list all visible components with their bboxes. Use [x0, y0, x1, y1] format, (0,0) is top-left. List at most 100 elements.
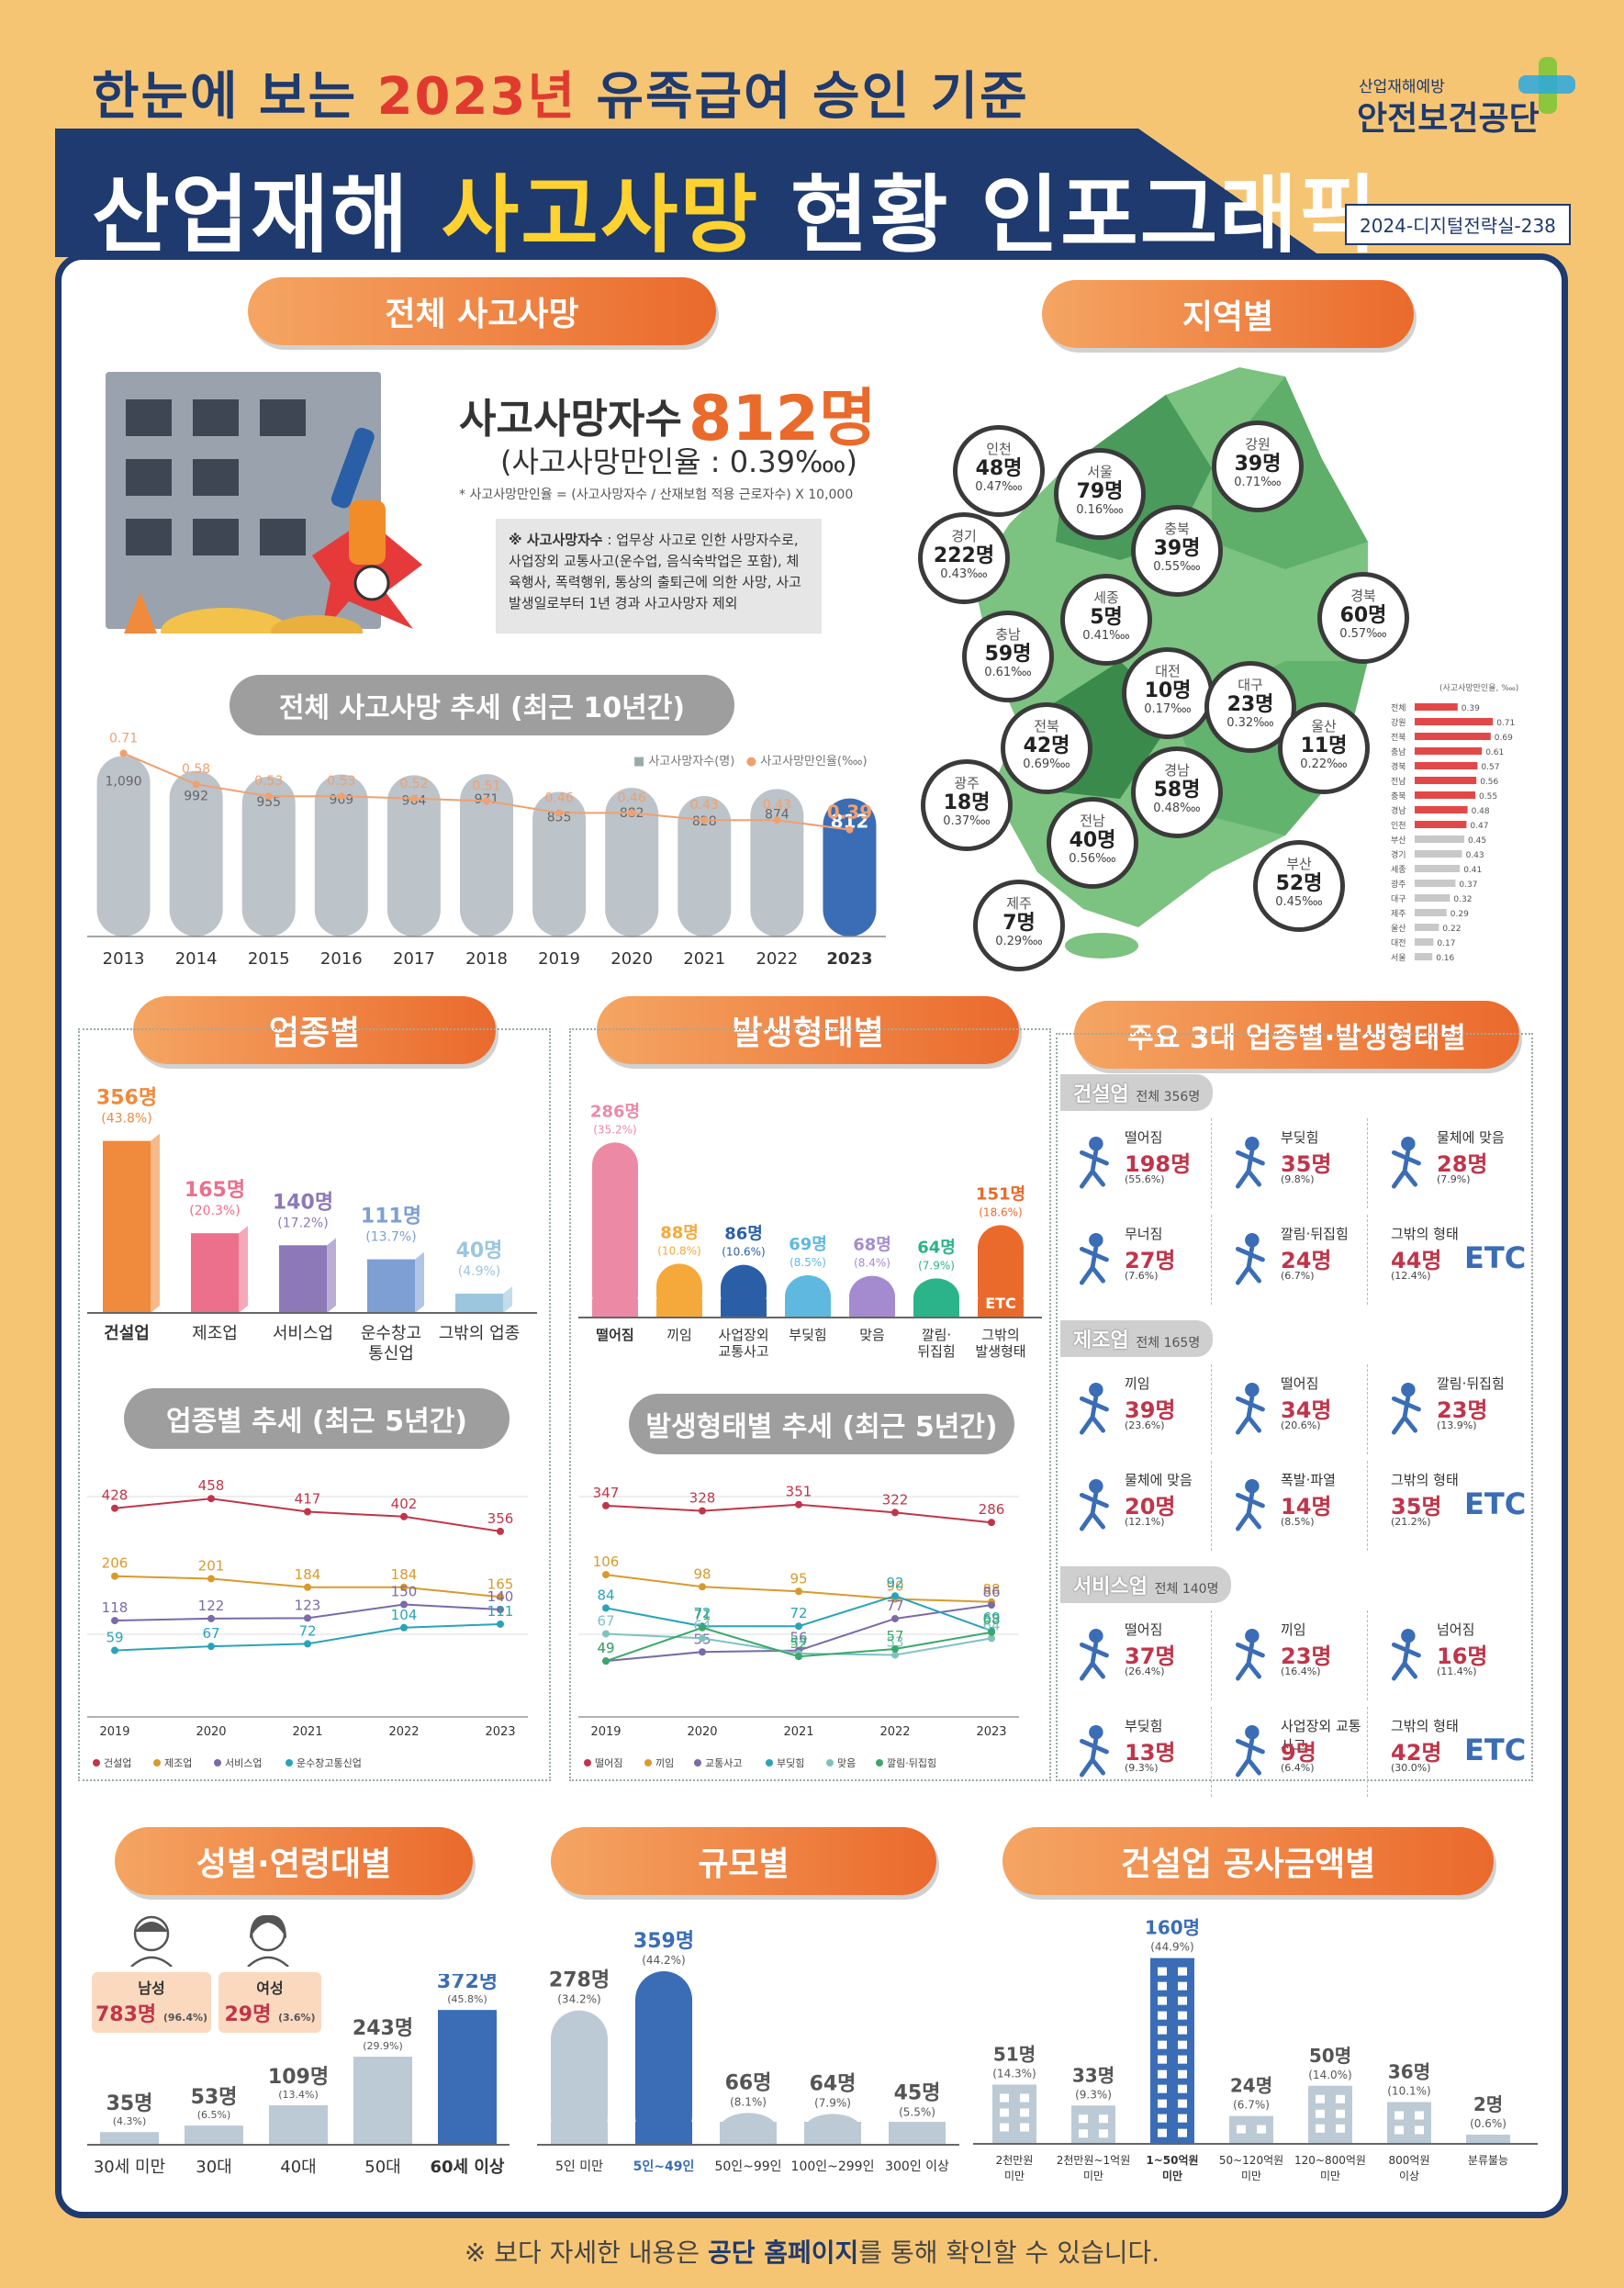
size-category-label: 5인~49인 [633, 2159, 695, 2174]
amount-building-window [1158, 2011, 1167, 2020]
industry-trend-value-label: 67 [202, 1625, 219, 1642]
amount-building-window [1099, 2129, 1108, 2138]
trend10-rate-point [192, 780, 200, 789]
type-trend-x-label: 2023 [976, 1725, 1006, 1739]
top3-item: 떨어짐 37명 (26.4%) [1060, 1610, 1212, 1700]
type-trend-point [988, 1634, 995, 1643]
trend10-year-label: 2022 [756, 949, 798, 964]
amount-building-window [1415, 2125, 1424, 2135]
trend10-rate-label: 0.43 [690, 798, 719, 813]
amount-building-window [1178, 2025, 1187, 2035]
trend10-rate-point [628, 809, 636, 817]
industry-trend-legend-label: 서비스업 [225, 1757, 262, 1769]
type-trend-point [988, 1628, 995, 1636]
top3-item-value: 39명 [1125, 1397, 1176, 1423]
amount-building-window [1316, 2124, 1325, 2133]
type-trend-point [795, 1653, 802, 1661]
type-category-label: 깔림· [922, 1327, 951, 1343]
type-category-label: 발생형태 [975, 1343, 1025, 1360]
type-trend-value-label: 90 [886, 1578, 903, 1595]
top3-item-pct: (21.2%) [1391, 1516, 1431, 1528]
size-pct-label: (44.2%) [642, 1954, 685, 1967]
top3-item-name: 폭발·파열 [1281, 1472, 1336, 1488]
top3-item: 무너짐 27명 (7.6%) [1060, 1215, 1212, 1305]
type-trend-value-label: 98 [693, 1565, 711, 1582]
type-value-label: 151명 [976, 1184, 1025, 1204]
trend10-rate-point [337, 792, 345, 801]
region-seoul: 서울 79명 0.16‱ [1054, 448, 1146, 540]
type-trend-value-label: 64 [982, 1617, 1000, 1633]
size-bar-base [635, 2122, 692, 2145]
total-rate: (사고사망만인율 : 0.39‱) [500, 444, 857, 479]
top3-item-value: 35명 [1391, 1494, 1442, 1520]
top3-item-name: 그밖의 형태 [1391, 1472, 1459, 1488]
amount-building-window [1020, 2093, 1029, 2103]
top3-item-name: 물체에 맞음 [1437, 1129, 1505, 1146]
region-rank-name: 전북 [1391, 733, 1406, 743]
trend10-year-label: 2015 [248, 949, 290, 964]
amount-building-window [1158, 2040, 1167, 2049]
type-pct-label: (10.8%) [657, 1244, 700, 1257]
type-category-label: 맞음 [859, 1327, 885, 1343]
female-stat: 여성 29명 (3.6%) [218, 1972, 321, 2033]
top3-item-pct: (12.1%) [1125, 1516, 1165, 1528]
amount-category-label: 분류불능 [1468, 2154, 1508, 2167]
top3-item-name: 떨어짐 [1125, 1129, 1163, 1146]
amount-category-label: 1~50억원 [1146, 2154, 1198, 2167]
type-trend-x-label: 2022 [879, 1725, 910, 1739]
top3-item-value: 34명 [1281, 1397, 1332, 1423]
industry-trend-x-label: 2023 [485, 1725, 515, 1739]
trend10-bar-label: 874 [765, 807, 790, 822]
top3-item-pct: (6.7%) [1281, 1270, 1315, 1282]
type-chart: 286명 (35.2%) 떨어짐 88명 (10.8%) 끼임 86명 (10.6%) 사업장외… [578, 1102, 1042, 1360]
type-trend-point [602, 1571, 610, 1579]
accident-icon [1079, 1136, 1109, 1189]
industry-trend-x-label: 2020 [196, 1725, 226, 1739]
region-rank-value: 0.39 [1462, 704, 1480, 713]
top3-item: 사업장외 교통사고 9명 (6.4%) [1216, 1707, 1368, 1797]
size-pct-label: (7.9%) [814, 2096, 851, 2109]
type-pct-label: (18.6%) [979, 1206, 1022, 1218]
region-rank-value: 0.17 [1437, 939, 1455, 948]
top3-item: 부딪힘 35명 (9.8%) [1216, 1118, 1368, 1208]
trend10-year-label: 2021 [683, 949, 725, 964]
accident-icon [1079, 1628, 1109, 1681]
type-trend-point [891, 1651, 899, 1659]
industry-trend-point [207, 1614, 215, 1622]
amount-value-label: 51명 [993, 2044, 1036, 2066]
industry-trend-chart: 428 458 417 402 356 206 201 184 184 165 118 122 123 1… [87, 1477, 528, 1769]
industry-trend-point [400, 1623, 408, 1632]
amount-building-window [1158, 2084, 1167, 2093]
industry-trend-value-label: 59 [106, 1630, 123, 1646]
region-rank-name: 제주 [1391, 909, 1406, 919]
accident-icon [1079, 1478, 1109, 1531]
top3-item: 물체에 맞음 20명 (12.1%) [1060, 1461, 1212, 1551]
trend10-year-label: 2013 [103, 949, 145, 964]
total-deaths-value: 812명 [689, 383, 877, 455]
region-jeonnam: 전남 40명 0.56‱ [1047, 797, 1138, 889]
type-trend-legend-label: 끼임 [655, 1757, 674, 1769]
top3-item-value: 9명 [1281, 1740, 1316, 1766]
type-trend-point [891, 1509, 899, 1517]
age-value-label: 35명 [106, 2092, 153, 2115]
type-value-label: 68명 [853, 1236, 891, 1255]
amount-category-label: 미만 [1004, 2170, 1025, 2182]
industry-trend-point [304, 1583, 311, 1591]
type-trend-value-label: 328 [689, 1490, 716, 1507]
size-category-label: 50인~99인 [714, 2159, 781, 2174]
amount-value-label: 2명 [1473, 2093, 1503, 2115]
type-bar-base [978, 1299, 1024, 1318]
top3-item: 끼임 39명 (23.6%) [1060, 1364, 1212, 1454]
region-rank-name: 대전 [1391, 938, 1406, 948]
amount-building-window [1178, 2128, 1187, 2137]
org-logo-icon [1518, 57, 1575, 114]
type-trend-point [891, 1614, 899, 1622]
region-rank-bar [1415, 894, 1450, 902]
industry-trend-legend-marker [153, 1759, 161, 1766]
age-category-label: 50대 [364, 2158, 400, 2177]
trend10-year-label: 2016 [320, 949, 363, 964]
industry-trend-point [497, 1593, 504, 1601]
trend10-rate-label: 0.58 [182, 762, 210, 777]
industry-trend-point [111, 1572, 118, 1580]
region-rank-value: 0.37 [1459, 880, 1477, 890]
